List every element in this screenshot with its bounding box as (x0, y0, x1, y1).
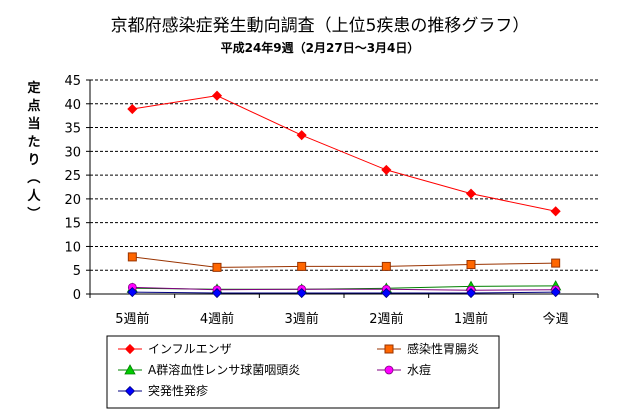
y-tick-label: 30 (64, 145, 81, 160)
data-point (127, 287, 138, 298)
legend-label: A群溶血性レンサ球菌咽頭炎 (148, 362, 300, 377)
data-point (465, 188, 477, 199)
y-tick-label: 0 (73, 288, 81, 303)
legend-item: A群溶血性レンサ球菌咽頭炎 (118, 362, 300, 377)
data-point (127, 252, 137, 262)
y-tick-label: 20 (64, 193, 81, 208)
data-point (381, 164, 392, 175)
legend-label: インフルエンザ (148, 342, 232, 356)
y-tick-label: 10 (64, 240, 81, 255)
series-line (132, 291, 556, 294)
y-axis-label-char: ） (25, 206, 41, 219)
legend-swatch-marker (124, 364, 136, 375)
series-line (132, 256, 556, 268)
data-point (296, 287, 307, 299)
data-point (297, 261, 307, 271)
legend-swatch-marker (384, 344, 394, 354)
x-tick-label: 5週前 (115, 311, 149, 327)
plot-area: 0 5 10 15 20 25 30 35 40 45 5週前 4週前 3週前 2週前 1週前 今週 (64, 74, 599, 327)
y-tick-label: 25 (64, 169, 81, 184)
legend-swatch-marker (384, 365, 394, 375)
legend-box (106, 335, 500, 409)
y-tick-label: 35 (64, 122, 81, 137)
chart-title: 京都府感染症発生動向調査（上位5疾患の推移グラフ） (111, 16, 530, 36)
y-axis-label-char: （ (25, 170, 41, 183)
x-tick-label: 2週前 (369, 311, 403, 327)
data-point (212, 262, 222, 272)
legend-label: 突発性発疹 (148, 383, 208, 398)
legend-swatch-marker (124, 385, 136, 397)
data-point (551, 258, 561, 268)
chart-subtitle: 平成24年9週（2月27日～3月4日） (221, 40, 420, 55)
series-3 (126, 280, 562, 294)
data-point (381, 287, 392, 299)
data-point (296, 130, 307, 141)
y-tick-label: 40 (64, 98, 81, 113)
y-tick-label: 45 (64, 74, 81, 89)
x-tick-label: 今週 (543, 311, 569, 327)
data-point (127, 103, 138, 115)
y-tick-label: 5 (73, 264, 81, 279)
data-point (550, 206, 561, 217)
data-point (381, 261, 391, 271)
legend-swatch-marker (124, 343, 136, 355)
y-axis-label-char: 点 (27, 98, 40, 114)
series-1 (127, 90, 561, 217)
series-line (132, 95, 556, 212)
legend-label: 感染性胃腸炎 (407, 341, 479, 356)
series-line (132, 286, 556, 291)
legend-item: 感染性胃腸炎 (377, 341, 479, 356)
data-point (211, 287, 223, 299)
x-tick-label: 4週前 (200, 311, 234, 327)
data-point (465, 287, 477, 299)
x-tick-label: 1週前 (454, 311, 488, 327)
y-axis-label-char: 人 (27, 188, 41, 204)
data-point (550, 287, 561, 298)
data-point (211, 90, 223, 101)
y-axis-label-char: 定 (26, 80, 40, 96)
y-axis-label-char: り (27, 153, 40, 168)
legend-item: 水痘 (377, 362, 431, 377)
y-axis-label-char: 当 (27, 116, 40, 132)
data-point (466, 260, 476, 270)
y-axis-label-char: た (27, 135, 40, 150)
x-tick-label: 3週前 (285, 311, 319, 327)
legend-item: インフルエンザ (118, 342, 232, 356)
series-5 (127, 287, 561, 299)
y-tick-label: 15 (64, 217, 81, 232)
legend-item: 突発性発疹 (118, 383, 208, 398)
series-2 (127, 252, 561, 272)
legend-label: 水痘 (407, 362, 431, 377)
